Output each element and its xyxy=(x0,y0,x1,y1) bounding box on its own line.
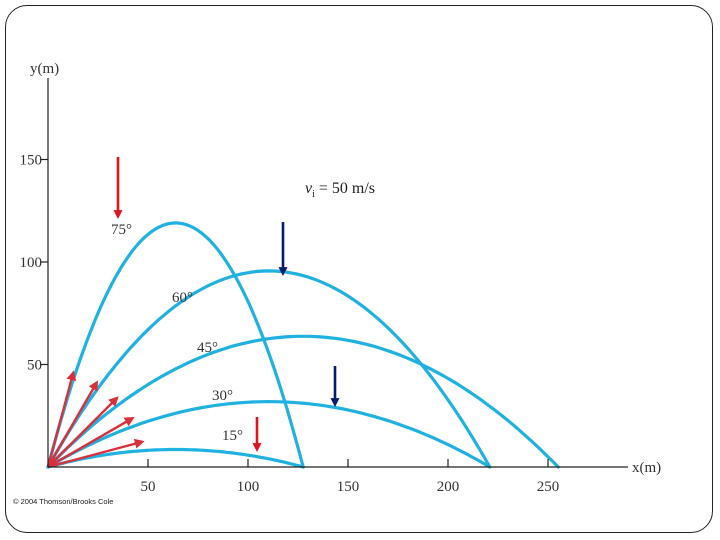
trajectory-15-deg xyxy=(46,447,305,469)
velocity-vector-60-deg xyxy=(46,380,98,468)
angle-label-75-deg: 75° xyxy=(111,222,132,238)
y-tick-label-50: 50 xyxy=(27,358,42,374)
velocity-value: = 50 m/s xyxy=(315,180,375,197)
y-axis-title: y(m) xyxy=(30,61,59,77)
x-tick-label-50: 50 xyxy=(141,479,156,495)
trajectory-45-deg xyxy=(46,334,560,469)
velocity-symbol: v xyxy=(305,180,313,197)
velocity-shaft-15 xyxy=(47,441,140,469)
angle-label-60-deg: 60° xyxy=(172,290,193,306)
pointer-arrow-30-peak xyxy=(330,366,340,407)
x-tick-label-250: 250 xyxy=(537,479,560,495)
angle-label-15-deg: 15° xyxy=(222,428,243,444)
x-tick-label-100: 100 xyxy=(237,479,260,495)
trajectory-75-deg xyxy=(46,221,305,469)
velocity-arrowhead-30 xyxy=(123,417,135,427)
x-axis-title: x(m) xyxy=(632,460,661,476)
velocity-vector-30-deg xyxy=(47,417,135,469)
velocity-shaft-30 xyxy=(47,418,131,469)
velocity-arrowhead-45 xyxy=(108,396,119,407)
trajectory-30-deg xyxy=(46,399,492,469)
initial-velocity-label: vi = 50 m/s xyxy=(305,180,375,200)
velocity-shaft-45 xyxy=(47,399,116,468)
velocity-shaft-75 xyxy=(46,375,74,468)
pointer-arrow-30-peak-head xyxy=(330,398,340,407)
velocity-shaft-60 xyxy=(46,384,97,468)
pointer-arrow-60-peak xyxy=(278,222,288,276)
pointer-arrow-75-peak-head xyxy=(113,210,123,219)
y-tick-label-150: 150 xyxy=(20,153,43,169)
velocity-vector-45-deg xyxy=(47,396,119,468)
velocity-arrowhead-15 xyxy=(133,438,145,449)
pointer-arrow-60-peak-head xyxy=(278,267,288,276)
copyright-notice: © 2004 Thomson/Brooks Cole xyxy=(13,497,114,506)
trajectory-60-deg xyxy=(46,269,492,469)
velocity-arrowhead-60 xyxy=(88,380,98,392)
angle-label-45-deg: 45° xyxy=(197,340,218,356)
y-tick-label-100: 100 xyxy=(20,255,43,271)
angle-label-30-deg: 30° xyxy=(212,388,233,404)
velocity-vector-15-deg xyxy=(47,438,145,469)
pointer-arrow-15-peak-head xyxy=(252,443,262,452)
pointer-arrow-15-peak xyxy=(252,417,262,452)
velocity-arrowhead-75 xyxy=(66,370,77,382)
velocity-subscript: i xyxy=(312,189,315,200)
velocity-vector-75-deg xyxy=(46,370,77,468)
x-tick-label-200: 200 xyxy=(437,479,460,495)
slide-frame xyxy=(5,5,713,533)
x-tick-label-150: 150 xyxy=(337,479,360,495)
pointer-arrow-75-peak xyxy=(113,157,123,219)
